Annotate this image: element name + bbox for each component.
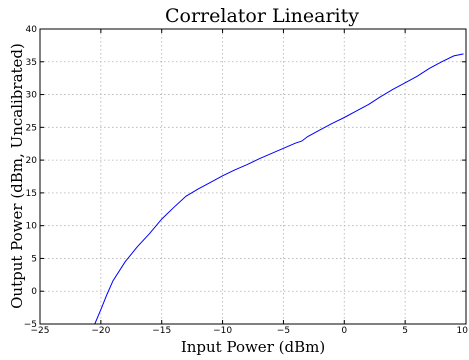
x-tick-label: 5 bbox=[402, 326, 408, 336]
y-tick-label: 20 bbox=[26, 156, 38, 166]
series-layer bbox=[94, 53, 464, 325]
ticks bbox=[39, 28, 467, 325]
y-tick-label: 15 bbox=[26, 189, 37, 199]
x-axis-label: Input Power (dBm) bbox=[181, 338, 325, 356]
y-tick-label: 10 bbox=[26, 222, 38, 232]
chart-title: Correlator Linearity bbox=[165, 5, 359, 27]
y-tick-label: −5 bbox=[24, 320, 37, 330]
x-tick-label: 10 bbox=[457, 326, 469, 336]
grid bbox=[39, 28, 467, 325]
y-tick-label: 30 bbox=[26, 91, 38, 101]
y-tick-label: 0 bbox=[31, 287, 37, 297]
x-tick-label: −10 bbox=[213, 326, 232, 336]
x-tick-labels: −25 −20 −15 −10 −5 0 5 10 bbox=[31, 326, 469, 336]
x-tick-label: −5 bbox=[277, 326, 290, 336]
x-tick-label: −20 bbox=[91, 326, 110, 336]
y-tick-label: 35 bbox=[26, 58, 37, 68]
y-axis-label: Output Power (dBm, Uncalibrated) bbox=[8, 43, 26, 309]
series-line bbox=[94, 53, 464, 325]
x-tick-label: 0 bbox=[341, 326, 347, 336]
y-tick-label: 5 bbox=[31, 254, 37, 264]
x-tick-label: −15 bbox=[152, 326, 171, 336]
y-tick-labels: −5 0 5 10 15 20 25 30 35 40 bbox=[24, 25, 38, 330]
x-tick-label: −25 bbox=[31, 326, 50, 336]
y-tick-label: 40 bbox=[26, 25, 38, 35]
y-tick-label: 25 bbox=[26, 123, 37, 133]
plot-frame bbox=[39, 28, 467, 325]
